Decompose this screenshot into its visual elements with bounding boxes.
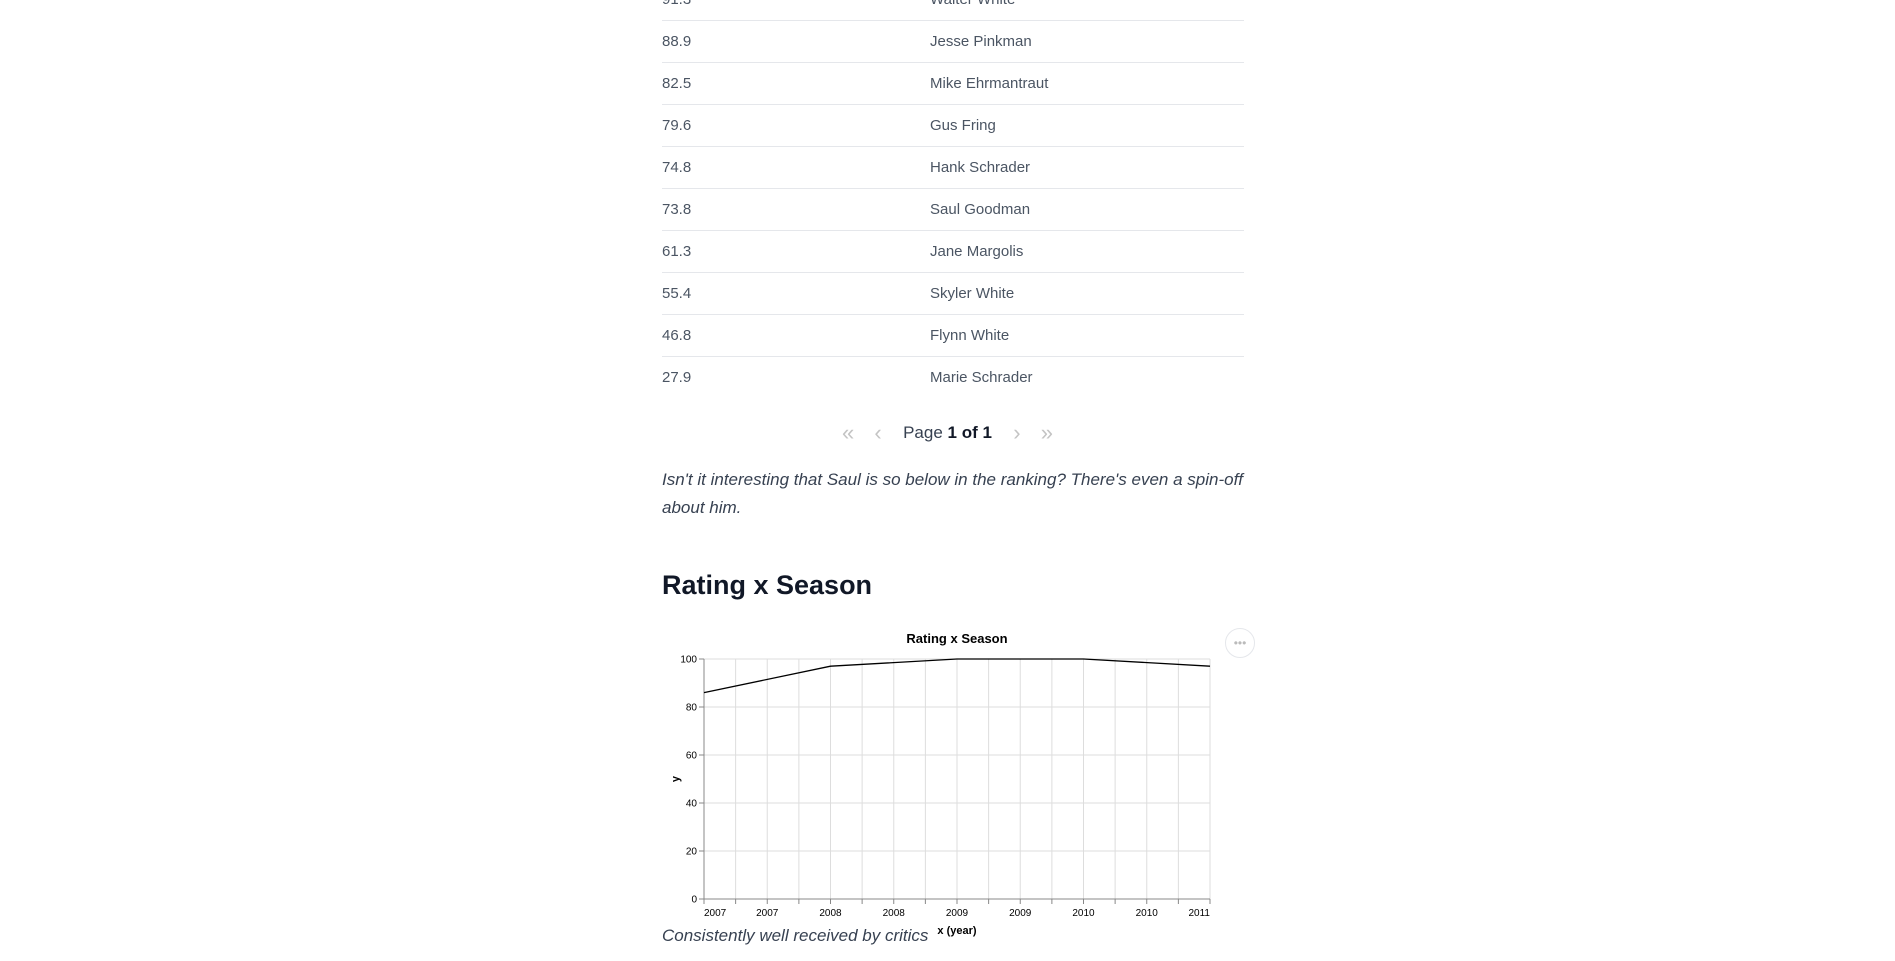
table-row: 27.9 Marie Schrader — [662, 357, 1244, 398]
x-tick-label: 2008 — [819, 908, 842, 919]
name-cell: Gus Fring — [930, 117, 996, 134]
score-cell: 27.9 — [662, 369, 692, 386]
name-cell: Jesse Pinkman — [930, 33, 1032, 50]
score-cell: 91.3 — [662, 0, 691, 8]
y-axis-label: y — [670, 775, 682, 782]
name-cell: Skyler White — [930, 285, 1015, 302]
prev-page-icon[interactable]: ‹ — [874, 420, 882, 445]
chart-title: Rating x Season — [906, 631, 1007, 646]
table-row: 74.8 Hank Schrader — [662, 147, 1244, 189]
x-tick-label: 2007 — [756, 908, 779, 919]
x-axis-label: x (year) — [937, 925, 976, 937]
x-tick-label: 2010 — [1072, 908, 1095, 919]
y-tick-label: 20 — [686, 847, 698, 858]
y-tick-label: 40 — [686, 799, 698, 810]
score-cell: 73.8 — [662, 201, 692, 218]
y-tick-label: 100 — [680, 655, 697, 666]
y-tick-label: 80 — [686, 703, 698, 714]
table-row: 46.8 Flynn White — [662, 315, 1244, 357]
x-tick-label: 2011 — [1188, 908, 1210, 919]
x-tick-label: 2009 — [946, 908, 969, 919]
ellipsis-icon[interactable]: ••• — [1225, 628, 1255, 658]
first-page-icon[interactable]: « — [841, 420, 855, 445]
x-tick-label: 2009 — [1009, 908, 1032, 919]
score-cell: 46.8 — [662, 327, 692, 344]
name-cell: Saul Goodman — [930, 201, 1031, 218]
score-cell: 79.6 — [662, 117, 692, 134]
score-cell: 61.3 — [662, 243, 692, 260]
score-cell: 55.4 — [662, 285, 692, 302]
section-heading: Rating x Season — [662, 570, 873, 600]
table-row: 88.9 Jesse Pinkman — [662, 21, 1244, 63]
next-page-icon[interactable]: › — [1013, 420, 1021, 445]
name-cell: Flynn White — [930, 327, 1010, 344]
y-tick-label: 60 — [686, 751, 698, 762]
x-tick-label: 2008 — [883, 908, 906, 919]
score-cell: 82.5 — [662, 75, 692, 92]
caption-paragraph: Consistently well received by critics — [662, 926, 929, 945]
table-row: 79.6 Gus Fring — [662, 105, 1244, 147]
ranking-table: 91.3 Walter White 88.9 Jesse Pinkman 82.5 Mik… — [662, 0, 1244, 398]
name-cell: Marie Schrader — [930, 369, 1033, 386]
table-row: 61.3 Jane Margolis — [662, 231, 1244, 273]
table-row: 55.4 Skyler White — [662, 273, 1244, 315]
x-tick-label: 2007 — [704, 908, 727, 919]
score-cell: 88.9 — [662, 33, 692, 50]
table-row: 82.5 Mike Ehrmantraut — [662, 63, 1244, 105]
name-cell: Hank Schrader — [930, 159, 1031, 176]
name-cell: Walter White — [930, 0, 1015, 8]
page-count: 1 of 1 — [947, 423, 992, 442]
score-cell: 74.8 — [662, 159, 692, 176]
y-tick-label: 0 — [691, 895, 697, 906]
last-page-icon[interactable]: » — [1040, 420, 1054, 445]
table-row: 91.3 Walter White — [662, 0, 1244, 21]
name-cell: Mike Ehrmantraut — [930, 75, 1049, 92]
name-cell: Jane Margolis — [930, 243, 1024, 260]
pagination: « ‹ Page 1 of 1 › » — [0, 420, 1895, 446]
table-row: 73.8 Saul Goodman — [662, 189, 1244, 231]
page-indicator: Page 1 of 1 — [903, 423, 992, 443]
comment-paragraph: Isn't it interesting that Saul is so bel… — [662, 470, 1244, 517]
x-tick-label: 2010 — [1136, 908, 1159, 919]
page-word: Page — [903, 423, 943, 442]
